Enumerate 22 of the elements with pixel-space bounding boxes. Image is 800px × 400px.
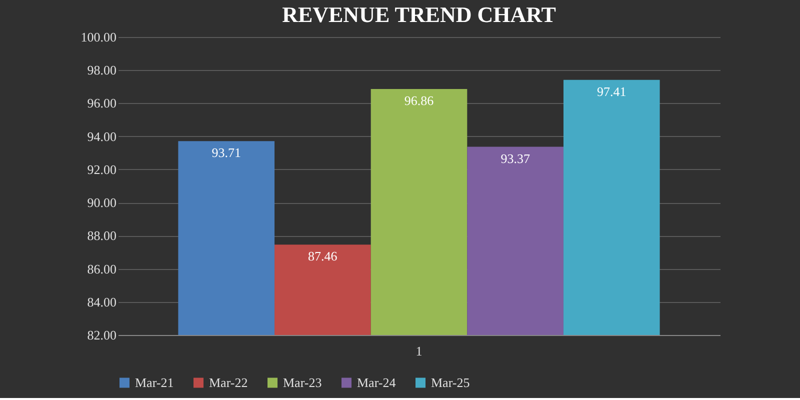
y-tick-label: 88.00 bbox=[87, 228, 116, 244]
legend-label: Mar-25 bbox=[431, 374, 470, 390]
y-tick-label: 98.00 bbox=[87, 62, 116, 78]
legend-label: Mar-24 bbox=[357, 374, 396, 390]
legend-label: Mar-22 bbox=[209, 374, 248, 390]
legend-label: Mar-21 bbox=[135, 374, 174, 390]
y-tick-label: 82.00 bbox=[87, 328, 116, 342]
x-tick-label: 1 bbox=[416, 344, 422, 358]
y-tick-label: 96.00 bbox=[87, 96, 116, 111]
y-tick-label: 100.00 bbox=[80, 30, 116, 44]
y-tick-label: 92.00 bbox=[87, 162, 116, 177]
data-label: 93.37 bbox=[500, 150, 530, 166]
legend-label: Mar-23 bbox=[283, 374, 322, 390]
data-label: 93.71 bbox=[212, 145, 241, 160]
data-label: 97.41 bbox=[597, 84, 626, 99]
data-label: 96.86 bbox=[404, 92, 434, 108]
y-tick-label: 86.00 bbox=[87, 261, 116, 276]
y-tick-label: 84.00 bbox=[87, 294, 116, 310]
y-tick-label: 90.00 bbox=[87, 195, 116, 210]
data-label: 87.46 bbox=[308, 248, 338, 264]
chart-title: REVENUE TREND CHART bbox=[282, 2, 556, 27]
y-tick-label: 94.00 bbox=[87, 128, 116, 144]
